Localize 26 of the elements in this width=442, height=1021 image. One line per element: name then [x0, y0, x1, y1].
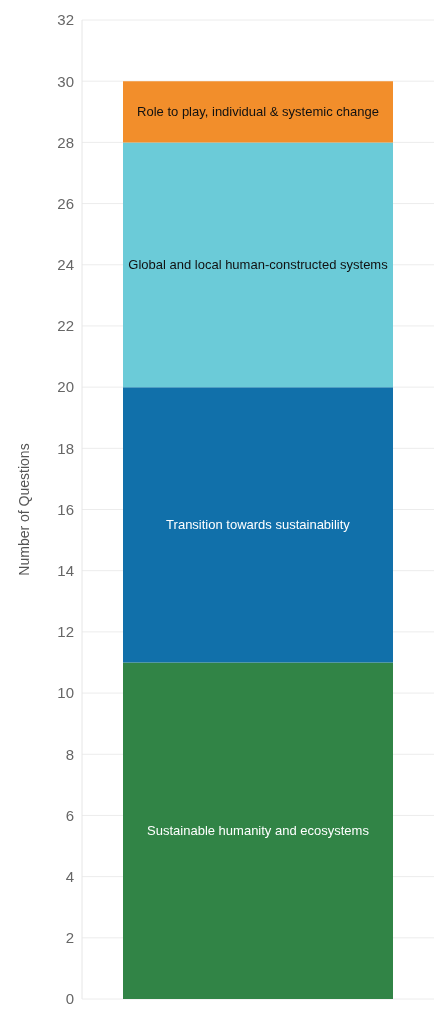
y-tick-label: 26	[57, 194, 74, 212]
y-tick-label: 30	[57, 72, 74, 90]
y-tick-label: 4	[65, 867, 74, 885]
series-label: Role to play, individual & systemic change	[137, 104, 379, 120]
y-tick-label: 2	[65, 929, 74, 947]
y-tick-label: 28	[57, 133, 74, 151]
series-label: Global and local human-constructed systems	[128, 257, 389, 273]
y-tick-label: 16	[57, 500, 74, 518]
y-tick-label: 6	[65, 806, 74, 824]
series-label: Transition towards sustainability	[166, 517, 351, 533]
bar	[123, 81, 393, 143]
y-tick-label: 0	[65, 990, 74, 1008]
y-tick-label: 32	[57, 11, 74, 29]
y-tick-label: 22	[57, 317, 74, 335]
bar	[123, 142, 393, 388]
y-tick-label: 12	[57, 623, 74, 641]
bar	[123, 387, 393, 663]
y-tick-label: 18	[57, 439, 74, 457]
y-tick-label: 24	[57, 256, 74, 274]
bar	[123, 662, 393, 999]
y-tick-label: 10	[57, 684, 74, 702]
y-axis-title: Number of Questions	[15, 443, 32, 576]
y-tick-label: 8	[65, 745, 74, 763]
y-tick-label: 14	[57, 562, 74, 580]
y-tick-label: 20	[57, 378, 74, 396]
series-label: Sustainable humanity and ecosystems	[147, 823, 370, 839]
